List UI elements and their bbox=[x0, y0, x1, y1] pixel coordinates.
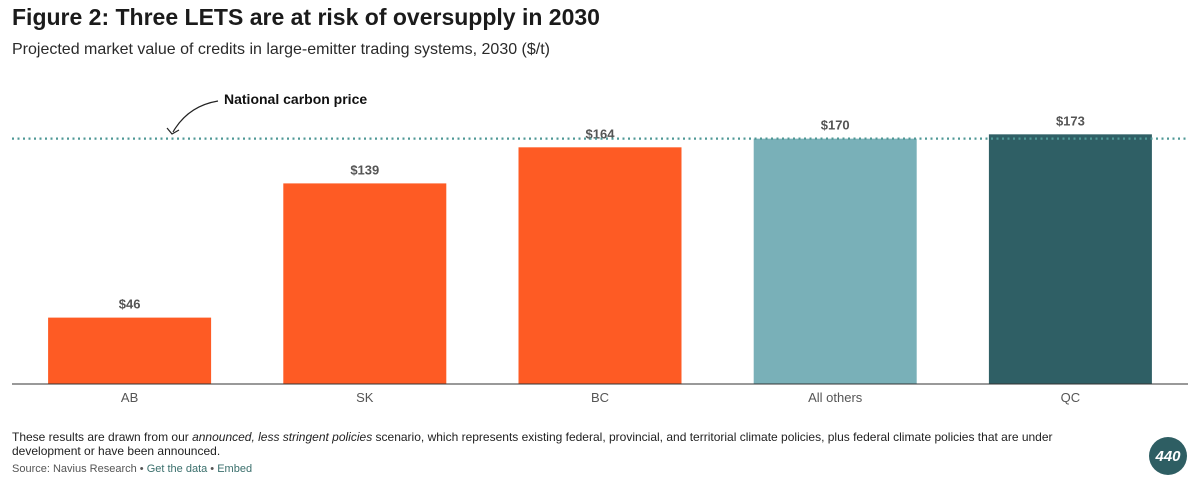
arrow-head-icon bbox=[166, 127, 180, 135]
bar-value-label: $173 bbox=[1056, 113, 1085, 128]
bars-group: $46$139$164$170 $173 bbox=[48, 113, 1152, 384]
footnote: These results are drawn from our announc… bbox=[12, 430, 1122, 458]
bar-value-label: $139 bbox=[350, 162, 379, 177]
chart-subtitle: Projected market value of credits in lar… bbox=[12, 41, 550, 58]
bar bbox=[518, 147, 682, 384]
bar bbox=[283, 183, 447, 384]
separator: • bbox=[136, 463, 147, 475]
footnote-scenario-name: announced, less stringent policies bbox=[192, 430, 373, 444]
x-tick-label: AB bbox=[121, 390, 138, 405]
440-logo: 440 bbox=[1149, 437, 1187, 475]
bar bbox=[48, 317, 212, 384]
bar-chart: $46$139$164$170 $173 National carbon pric… bbox=[12, 91, 1188, 405]
annotation-arrow bbox=[172, 100, 219, 133]
chart-title: Figure 2: Three LETS are at risk of over… bbox=[12, 4, 600, 30]
get-the-data-link[interactable]: Get the data bbox=[146, 463, 208, 475]
x-tick-label: All others bbox=[808, 390, 863, 405]
bar bbox=[753, 138, 917, 384]
reference-line-label: National carbon price bbox=[224, 91, 367, 107]
separator: • bbox=[207, 463, 218, 475]
x-tick-label: BC bbox=[591, 390, 609, 405]
embed-link[interactable]: Embed bbox=[217, 463, 253, 475]
bar-value-label: $46 bbox=[119, 297, 141, 312]
x-tick-labels: AB SK BC All others QC bbox=[121, 390, 1080, 405]
footnote-text-end: scenario, which represents existing fede… bbox=[12, 430, 1053, 458]
source-line: Source: Navius Research • Get the data •… bbox=[12, 463, 252, 475]
footnote-text-start: These results are drawn from our bbox=[12, 430, 193, 444]
reference-line-group: National carbon price bbox=[12, 91, 1188, 140]
x-tick-label: SK bbox=[356, 390, 374, 405]
bar-value-label: $170 bbox=[821, 118, 850, 133]
x-tick-label: QC bbox=[1061, 390, 1081, 405]
source-text: Source: Navius Research bbox=[12, 463, 137, 475]
bar bbox=[988, 134, 1152, 384]
